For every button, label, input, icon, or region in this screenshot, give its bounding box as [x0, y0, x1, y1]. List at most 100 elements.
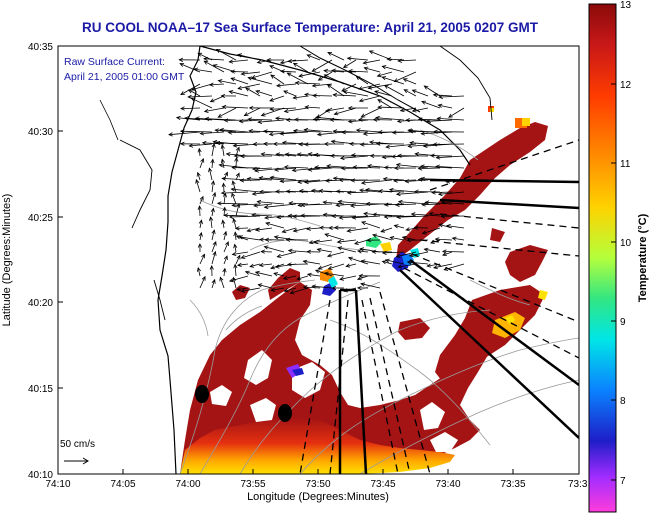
current-vector: [209, 83, 225, 86]
current-vector-head: [366, 238, 372, 243]
current-vector-head: [410, 212, 416, 217]
current-vector: [336, 203, 357, 206]
current-vector: [352, 215, 381, 219]
current-vector-head: [240, 71, 246, 76]
current-vector-head: [300, 202, 305, 208]
current-vector-head: [323, 74, 329, 79]
current-vector-head: [358, 188, 364, 193]
current-vector-head: [221, 104, 227, 110]
current-vector-head: [279, 60, 285, 65]
current-vector: [331, 70, 357, 73]
current-vector-head: [383, 165, 389, 170]
current-vector-head: [393, 165, 399, 171]
current-vector: [421, 101, 441, 109]
y-tick: 40:20: [28, 298, 53, 309]
current-vector: [307, 273, 321, 277]
current-vector-head: [236, 262, 242, 267]
current-vector: [235, 227, 249, 229]
current-vector: [287, 263, 309, 265]
current-vector-head: [266, 57, 271, 63]
current-vector: [209, 168, 213, 181]
current-vector-head: [346, 228, 352, 233]
current-vector: [356, 76, 369, 85]
current-vector-head: [232, 217, 237, 223]
current-vector-head: [283, 108, 289, 114]
current-vector-head: [272, 141, 278, 147]
current-vector: [341, 83, 357, 92]
current-vector-head: [235, 172, 240, 178]
current-vector: [436, 155, 465, 159]
current-vector-head: [237, 53, 242, 58]
current-vector-head: [252, 142, 258, 147]
current-vector: [180, 130, 213, 133]
current-vector: [231, 193, 237, 205]
current-vector: [442, 251, 465, 253]
current-vector: [235, 203, 240, 217]
current-vector-head: [363, 66, 369, 71]
current-vector-head: [220, 190, 226, 196]
current-vector-head: [239, 154, 245, 159]
current-vector-head: [421, 202, 426, 207]
current-vector-head: [228, 214, 234, 220]
current-vector-head: [268, 132, 274, 137]
current-vector: [265, 222, 285, 229]
current-vector-head: [221, 176, 227, 181]
x-tick: 73:45: [370, 479, 395, 490]
current-vector: [312, 285, 333, 289]
current-vector: [343, 59, 357, 68]
current-vector-head: [220, 144, 225, 150]
current-vector-head: [445, 224, 451, 229]
current-vector-head: [225, 152, 231, 157]
current-vector-head: [265, 221, 271, 226]
current-vector: [290, 287, 309, 294]
current-vector-head: [351, 215, 357, 220]
current-vector-head: [247, 76, 253, 81]
current-vector: [411, 213, 441, 217]
current-vector: [293, 227, 309, 232]
current-vector-head: [239, 178, 245, 183]
current-vector: [230, 77, 249, 85]
current-vector-head: [270, 287, 276, 292]
current-vector-head: [377, 105, 382, 110]
current-vector: [336, 190, 357, 193]
y-tick: 40:10: [28, 470, 53, 481]
current-vector: [274, 167, 297, 171]
colorbar-tick: 10: [620, 238, 632, 249]
current-vector: [357, 275, 369, 280]
current-vector-head: [298, 142, 303, 147]
current-vector: [249, 263, 261, 267]
current-vector: [211, 143, 215, 157]
current-vector-head: [323, 68, 329, 73]
current-vector: [233, 277, 237, 289]
current-vector: [264, 215, 285, 219]
current-vector: [398, 201, 429, 205]
current-vector-head: [331, 285, 337, 291]
current-vector-head: [313, 239, 319, 245]
current-vector-head: [251, 212, 256, 218]
colorbar-tick: 8: [620, 396, 626, 407]
current-vector-head: [397, 264, 403, 269]
current-vector-head: [407, 144, 413, 149]
current-vector: [199, 220, 202, 229]
current-vector: [378, 106, 405, 109]
current-vector-head: [187, 89, 193, 94]
current-vector-head: [208, 216, 214, 222]
current-vector-head: [230, 187, 236, 192]
x-tick: 73:35: [500, 479, 525, 490]
current-vector: [452, 237, 465, 241]
current-vector-head: [371, 249, 376, 254]
current-vector: [435, 238, 453, 241]
current-vector: [211, 159, 214, 169]
current-vector: [394, 71, 417, 82]
current-vector-head: [324, 178, 330, 183]
current-vector-head: [235, 146, 240, 152]
current-vector: [396, 191, 429, 195]
current-vector-head: [231, 165, 236, 170]
current-vector: [358, 83, 381, 90]
current-vector: [233, 218, 237, 229]
scale-label: 50 cm/s: [60, 439, 95, 450]
current-vector-head: [377, 130, 383, 135]
current-vector: [306, 227, 321, 230]
current-vector-head: [276, 215, 282, 220]
current-vector: [255, 271, 273, 277]
